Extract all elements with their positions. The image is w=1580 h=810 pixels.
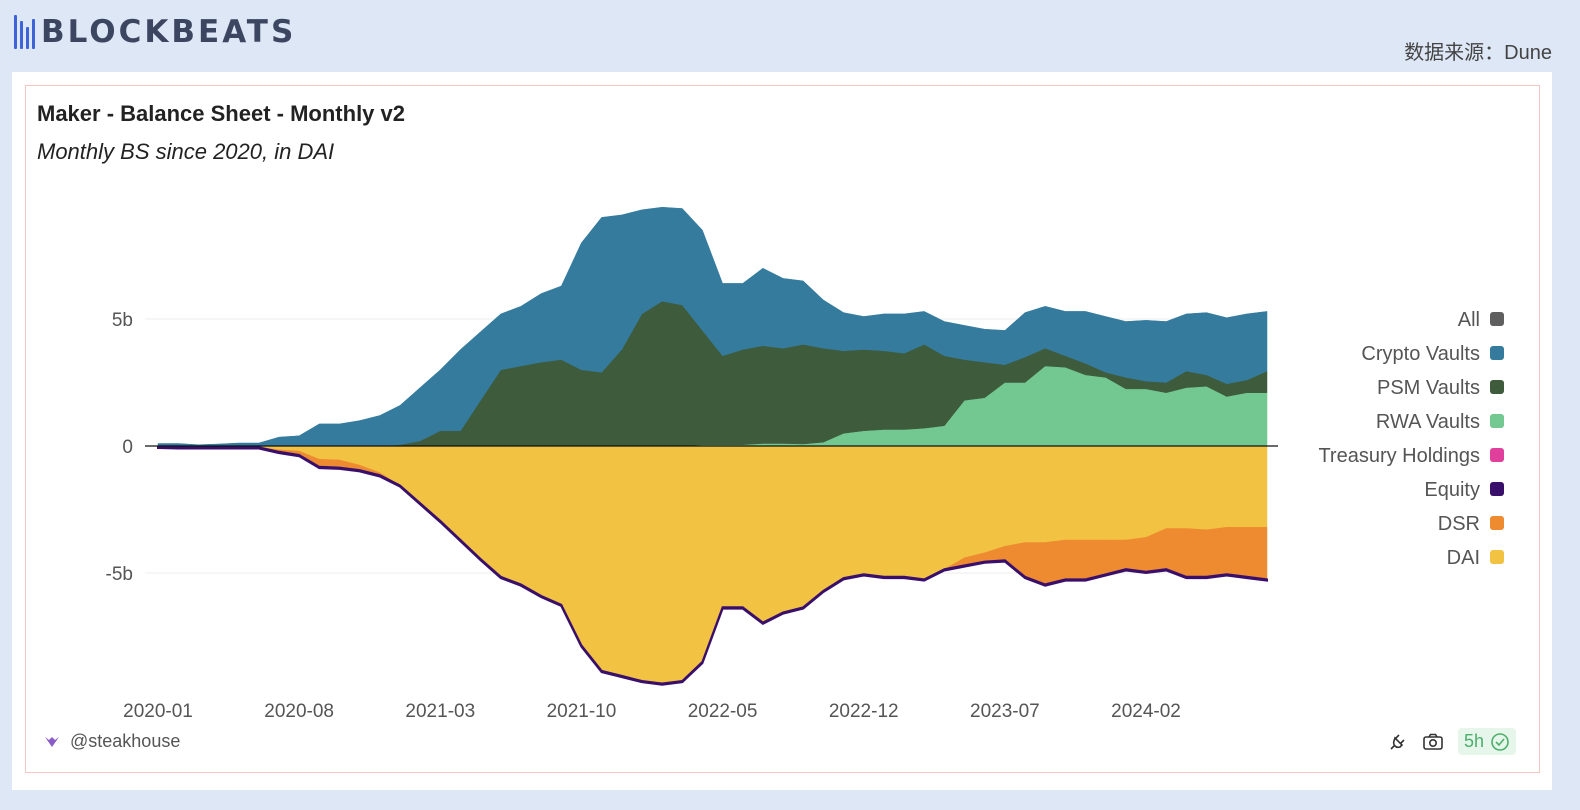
x-tick-label: 2023-07 xyxy=(970,701,1040,722)
chart-toolbar: 5h xyxy=(1388,728,1517,755)
verified-check-icon xyxy=(1490,732,1510,752)
x-tick-label: 2022-05 xyxy=(688,701,758,722)
legend-label[interactable]: DSR xyxy=(1438,513,1480,535)
x-tick-label: 2021-10 xyxy=(547,701,617,722)
legend-swatch[interactable] xyxy=(1490,516,1504,530)
logo-text: BLOCKBEATS xyxy=(41,14,297,50)
y-tick-label: 0 xyxy=(122,437,133,458)
legend-swatch[interactable] xyxy=(1490,482,1504,496)
chart-panel xyxy=(25,85,1540,773)
legend-swatch[interactable] xyxy=(1490,346,1504,360)
data-source: 数据来源：Dune xyxy=(1404,42,1552,64)
legend-label[interactable]: Crypto Vaults xyxy=(1361,343,1480,365)
legend-swatch[interactable] xyxy=(1490,550,1504,564)
area-equity xyxy=(157,445,1268,686)
camera-icon[interactable] xyxy=(1422,732,1444,752)
legend-label[interactable]: Equity xyxy=(1424,479,1480,501)
area-crypto-vaults xyxy=(157,206,1268,447)
embed-plug-icon[interactable] xyxy=(1388,732,1408,752)
legend-label[interactable]: DAI xyxy=(1447,547,1480,569)
logo-bars-icon xyxy=(14,15,35,49)
author-link[interactable]: @steakhouse xyxy=(44,731,180,752)
legend-label[interactable]: PSM Vaults xyxy=(1377,377,1480,399)
refresh-age: 5h xyxy=(1464,731,1485,751)
chart-subtitle: Monthly BS since 2020, in DAI xyxy=(37,139,335,164)
chart-title: Maker - Balance Sheet - Monthly v2 xyxy=(37,101,405,126)
x-tick-label: 2020-08 xyxy=(264,701,334,722)
legend-label[interactable]: RWA Vaults xyxy=(1376,411,1480,433)
legend-label[interactable]: All xyxy=(1458,309,1480,331)
refresh-badge[interactable]: 5h xyxy=(1458,728,1517,755)
legend-swatch[interactable] xyxy=(1490,414,1504,428)
steakhouse-avatar-icon xyxy=(44,735,60,749)
y-tick-label: -5b xyxy=(106,564,133,585)
x-tick-label: 2021-03 xyxy=(405,701,475,722)
x-tick-label: 2020-01 xyxy=(123,701,193,722)
blockbeats-logo: BLOCKBEATS xyxy=(14,14,296,50)
legend-swatch[interactable] xyxy=(1490,312,1504,326)
legend-label[interactable]: Treasury Holdings xyxy=(1318,445,1480,467)
x-tick-label: 2022-12 xyxy=(829,701,899,722)
legend-swatch[interactable] xyxy=(1490,380,1504,394)
legend-swatch[interactable] xyxy=(1490,448,1504,462)
author-name: @steakhouse xyxy=(70,731,181,751)
x-tick-label: 2024-02 xyxy=(1111,701,1181,722)
y-tick-label: 5b xyxy=(112,310,133,331)
